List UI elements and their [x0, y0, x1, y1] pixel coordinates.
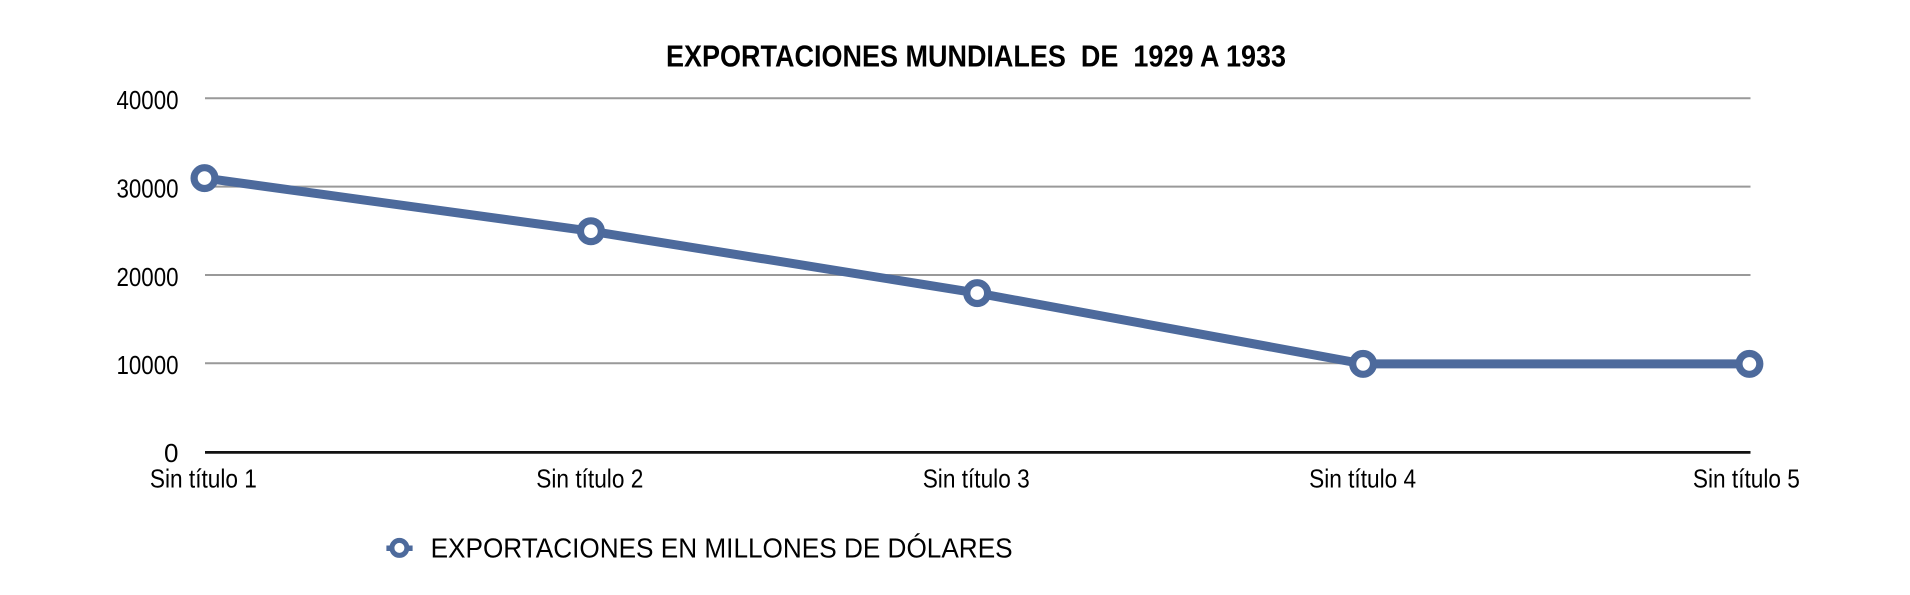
svg-text:Sin título 3: Sin título 3: [923, 463, 1030, 493]
svg-text:Sin título 5: Sin título 5: [1693, 463, 1800, 493]
svg-text:Sin título 4: Sin título 4: [1309, 463, 1416, 493]
svg-text:EXPORTACIONES MUNDIALES DE 1: EXPORTACIONES MUNDIALES DE 1929 A 1933: [666, 39, 1286, 74]
svg-text:10000: 10000: [117, 350, 179, 380]
svg-text:30000: 30000: [117, 174, 179, 204]
svg-text:Sin título 1: Sin título 1: [150, 463, 257, 493]
svg-text:40000: 40000: [117, 85, 179, 115]
svg-text:20000: 20000: [117, 262, 179, 292]
svg-text:EXPORTACIONES EN MILLONES DE D: EXPORTACIONES EN MILLONES DE DÓLARES: [431, 532, 1013, 563]
svg-text:Sin título 2: Sin título 2: [536, 463, 643, 493]
svg-text:0: 0: [164, 438, 178, 468]
